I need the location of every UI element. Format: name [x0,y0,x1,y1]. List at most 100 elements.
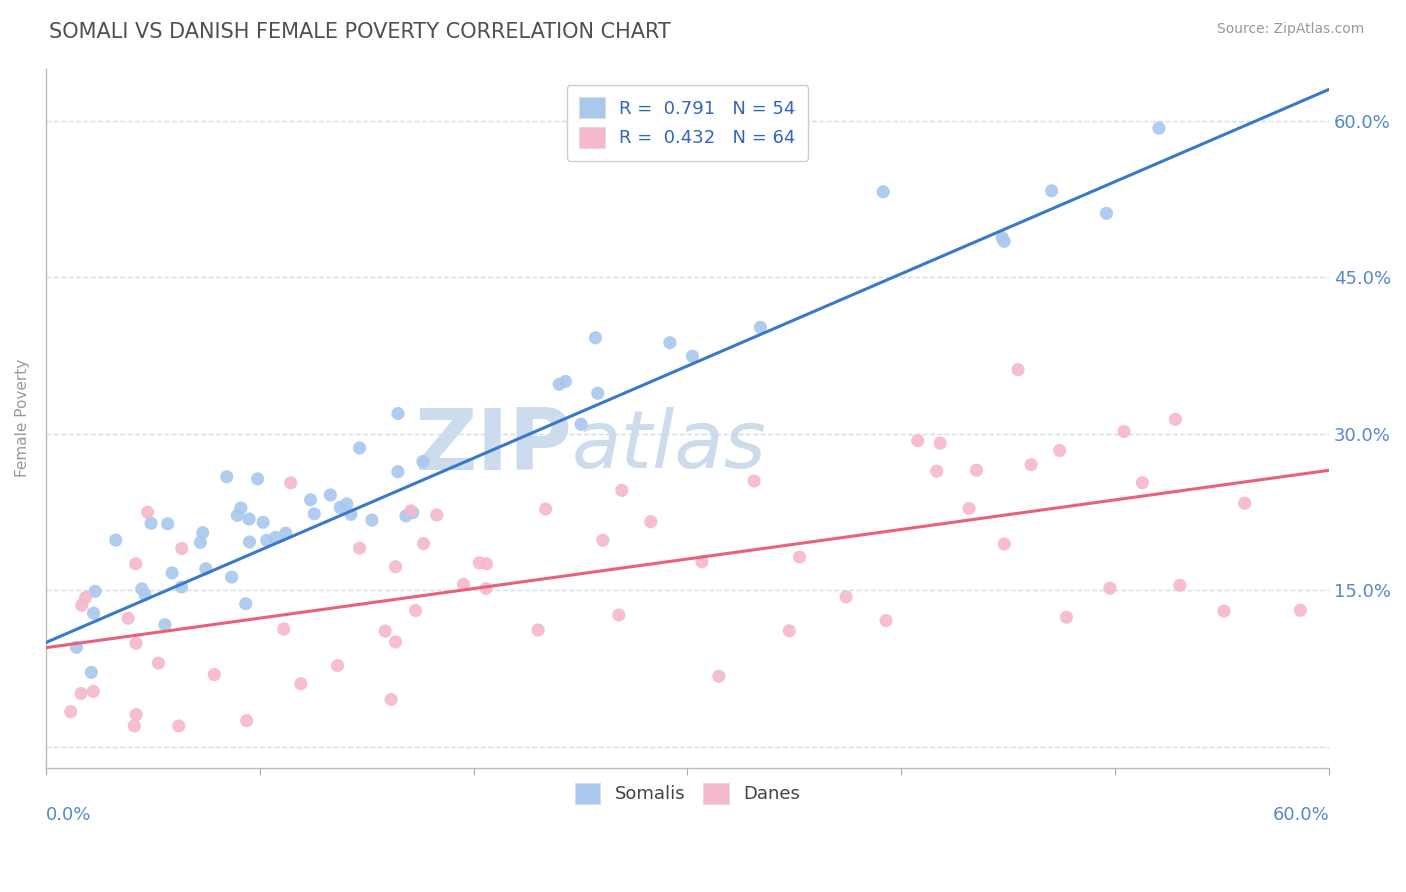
Point [640,515,662,529]
Point [299,492,322,507]
Point [83,606,105,620]
Point [835,590,858,604]
Point [907,434,929,448]
Point [1019,458,1042,472]
Point [349,541,371,556]
Point [202,667,225,681]
Point [742,474,765,488]
Point [991,230,1014,244]
Point [387,407,409,421]
Point [84,584,107,599]
Point [1130,475,1153,490]
Point [374,624,396,638]
Point [290,677,312,691]
Point [131,582,153,596]
Point [993,235,1015,249]
Point [65,640,87,655]
Point [280,475,302,490]
Point [274,526,297,541]
Point [925,464,948,478]
Point [170,580,193,594]
Point [80,665,103,680]
Point [585,331,607,345]
Text: 60.0%: 60.0% [1272,806,1329,824]
Point [468,556,491,570]
Point [304,507,326,521]
Point [336,497,359,511]
Point [387,465,409,479]
Point [402,506,425,520]
Text: 0.0%: 0.0% [46,806,91,824]
Point [993,537,1015,551]
Point [273,622,295,636]
Point [475,557,498,571]
Point [1213,604,1236,618]
Point [749,320,772,334]
Point [167,719,190,733]
Point [405,603,427,617]
Point [226,508,249,523]
Point [70,599,93,613]
Point [1007,362,1029,376]
Point [1040,184,1063,198]
Point [681,349,703,363]
Point [872,185,894,199]
Point [1233,496,1256,510]
Point [256,533,278,548]
Point [426,508,449,522]
Point [319,488,342,502]
Point [238,512,260,526]
Point [548,377,571,392]
Point [966,463,988,477]
Point [190,535,212,549]
Point [124,719,146,733]
Point [329,500,352,515]
Point [117,611,139,625]
Text: Source: ZipAtlas.com: Source: ZipAtlas.com [1216,22,1364,37]
Point [658,335,681,350]
Point [475,582,498,596]
Point [194,562,217,576]
Point [160,566,183,580]
Point [534,502,557,516]
Point [453,577,475,591]
Point [569,417,592,432]
Text: ZIP: ZIP [415,405,572,488]
Point [125,636,148,650]
Point [1147,121,1170,136]
Text: SOMALI VS DANISH FEMALE POVERTY CORRELATION CHART: SOMALI VS DANISH FEMALE POVERTY CORRELAT… [49,22,671,42]
Point [264,530,287,544]
Point [136,505,159,519]
Point [125,557,148,571]
Point [957,501,980,516]
Point [380,692,402,706]
Legend: Somalis, Danes: Somalis, Danes [568,776,807,811]
Point [75,591,97,605]
Text: atlas: atlas [572,407,766,485]
Point [1289,603,1312,617]
Point [153,617,176,632]
Point [412,454,434,468]
Point [125,707,148,722]
Point [252,516,274,530]
Point [156,516,179,531]
Point [235,597,257,611]
Point [229,501,252,516]
Point [554,375,576,389]
Point [191,525,214,540]
Point [707,669,730,683]
Point [395,508,418,523]
Point [82,684,104,698]
Point [340,508,363,522]
Point [215,470,238,484]
Point [326,658,349,673]
Point [412,536,434,550]
Point [384,635,406,649]
Point [70,687,93,701]
Point [1112,425,1135,439]
Point [929,436,952,450]
Point [361,513,384,527]
Point [1049,443,1071,458]
Y-axis label: Female Poverty: Female Poverty [15,359,30,477]
Point [384,559,406,574]
